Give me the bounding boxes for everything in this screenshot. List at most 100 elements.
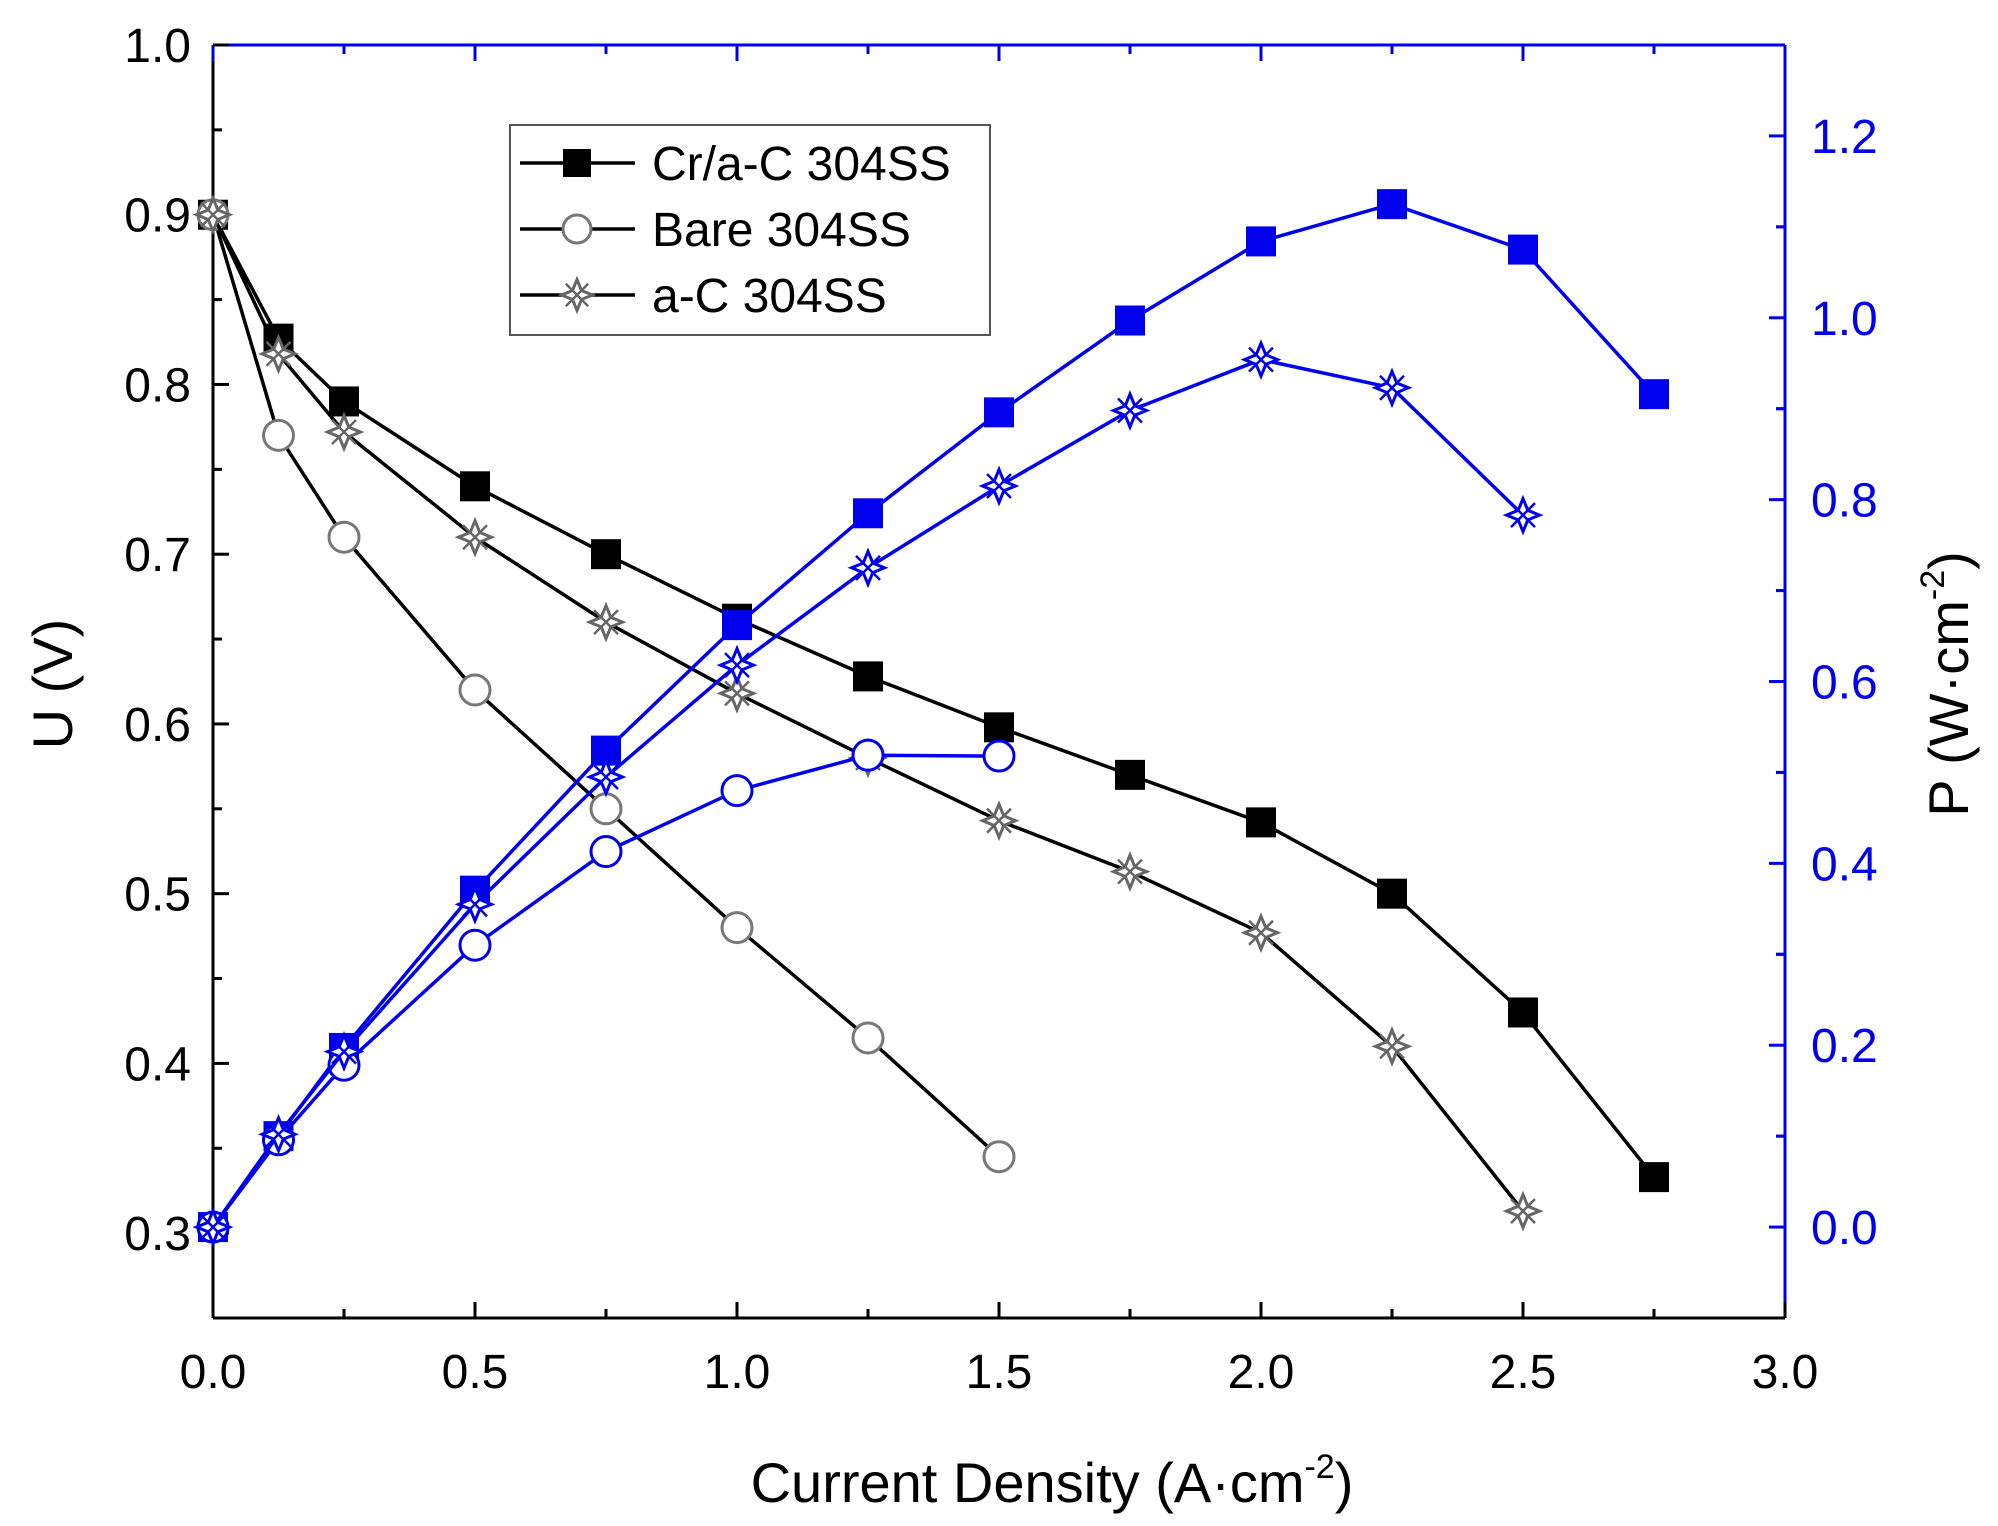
data-point-cr-a-c-304ss — [1377, 878, 1407, 909]
data-point-cr-a-c-304ss-power — [853, 498, 883, 529]
data-point-bare-304ss — [262, 418, 295, 452]
data-point-a-c-304ss-cross — [1248, 919, 1274, 946]
data-point-cr-a-c-304ss-power — [1377, 189, 1407, 220]
x-tick-label: 2.0 — [1228, 1346, 1295, 1399]
series-a-c-304ss — [192, 194, 1544, 1232]
data-point-cr-a-c-304ss — [460, 471, 490, 502]
y-left-tick-label: 1.0 — [124, 20, 191, 73]
series-line-cr-a-c-304ss-power — [211, 202, 1656, 1229]
y-left-tick-label: 0.7 — [124, 529, 191, 582]
data-point-a-c-304ss-power-cross — [724, 652, 750, 679]
data-point-a-c-304ss-power-cross — [986, 473, 1012, 499]
data-point-a-c-304ss-cross — [724, 680, 750, 707]
data-point-a-c-304ss-cross — [593, 609, 619, 635]
data-point-bare-304ss — [982, 1140, 1016, 1174]
y-right-axis-label-superscript: -2 — [1914, 570, 1952, 600]
data-point-bare-304ss — [589, 792, 623, 826]
axes-layer: 0.0 0.5 1.0 1.5 2.0 2.5 3.0 0.3 0.4 0.5 0.6 0.7 0.8 0… — [124, 20, 1877, 1399]
y-left-tick-label: 0.9 — [124, 190, 191, 243]
series-line-a-c-304ss — [211, 213, 1525, 1213]
data-point-cr-a-c-304ss — [1246, 807, 1276, 838]
data-point-a-c-304ss-cross — [1379, 1033, 1405, 1060]
y-right-tick-label: 0.2 — [1811, 1020, 1878, 1073]
data-point-a-c-304ss-power-cross — [855, 554, 881, 581]
data-point-a-c-304ss-power-cross — [1379, 374, 1405, 401]
y-left-tick-label: 0.3 — [124, 1208, 191, 1261]
data-point-cr-a-c-304ss — [1639, 1162, 1669, 1193]
data-point-a-c-304ss-power-cross — [200, 1214, 226, 1240]
y-right-tick-label: 0.4 — [1811, 838, 1878, 891]
legend-marker-cr-a-c-304ss — [563, 149, 591, 177]
data-point-cr-a-c-304ss-power — [1508, 234, 1538, 265]
data-point-cr-a-c-304ss-power — [1639, 379, 1669, 410]
x-tick-label: 3.0 — [1752, 1346, 1819, 1399]
x-tick-label: 0.0 — [180, 1346, 247, 1399]
y-right-axis-label-main: P (W·cm — [1917, 600, 1980, 817]
y-right-tick-label: 1.0 — [1811, 293, 1878, 346]
legend-label-a-c-304ss: a-C 304SS — [652, 270, 887, 323]
legend-label-cr-a-c-304ss: Cr/a-C 304SS — [652, 138, 951, 191]
data-point-a-c-304ss-cross — [331, 419, 357, 445]
y-right-axis-label-close: ) — [1917, 551, 1980, 570]
data-point-bare-304ss — [720, 911, 754, 945]
data-point-a-c-304ss-power-cross — [1510, 502, 1536, 528]
data-point-cr-a-c-304ss-power — [1115, 305, 1145, 336]
data-point-bare-304ss — [327, 520, 361, 554]
y-right-tick-label: 0.8 — [1811, 475, 1878, 528]
series-line-cr-a-c-304ss — [211, 213, 1656, 1179]
series-line-bare-304ss-power — [211, 753, 1000, 1229]
legend-label-bare-304ss: Bare 304SS — [652, 204, 911, 257]
x-tick-label: 0.5 — [442, 1346, 509, 1399]
data-point-a-c-304ss-power-cross — [331, 1038, 357, 1065]
x-tick-label: 2.5 — [1490, 1346, 1557, 1399]
x-axis-label-main: Current Density (A·cm — [751, 1451, 1305, 1514]
x-tick-label: 1.0 — [704, 1346, 771, 1399]
data-point-a-c-304ss-power-cross — [593, 764, 619, 790]
data-point-bare-304ss — [851, 1021, 885, 1055]
y-left-tick-label: 0.6 — [124, 699, 191, 752]
y-right-tick-label: 1.2 — [1811, 111, 1878, 164]
data-point-a-c-304ss-cross — [200, 201, 226, 228]
data-point-bare-304ss — [458, 673, 492, 707]
data-point-cr-a-c-304ss — [1115, 759, 1145, 790]
x-axis-label-superscript: -2 — [1304, 1448, 1334, 1486]
data-point-a-c-304ss-power-cross — [462, 891, 488, 918]
series-line-bare-304ss — [211, 214, 1001, 1159]
y-right-tick-label: 0.6 — [1811, 657, 1878, 710]
data-point-a-c-304ss-power-cross — [265, 1121, 292, 1148]
data-point-cr-a-c-304ss — [853, 661, 883, 692]
legend: Cr/a-C 304SS Bare 304SS a-C 304SS — [509, 124, 991, 336]
data-point-a-c-304ss-cross — [1117, 858, 1143, 885]
data-point-a-c-304ss-cross — [265, 341, 292, 367]
series-a-c-304ss-power — [192, 339, 1544, 1248]
y-left-tick-label: 0.5 — [124, 869, 191, 922]
data-point-cr-a-c-304ss-power — [1246, 226, 1276, 257]
series-cr-a-c-304ss — [198, 199, 1669, 1193]
series-bare-304ss — [196, 198, 1016, 1174]
y-left-tick-label: 0.4 — [124, 1038, 191, 1091]
data-point-bare-304ss-power — [982, 739, 1016, 773]
data-point-bare-304ss-power — [720, 774, 754, 808]
data-point-a-c-304ss-cross — [986, 807, 1012, 834]
data-point-bare-304ss-power — [851, 738, 885, 772]
data-point-cr-a-c-304ss — [984, 712, 1014, 743]
x-axis-label-close: ) — [1335, 1451, 1354, 1514]
series-layer — [192, 189, 1669, 1248]
data-point-bare-304ss-power — [589, 835, 623, 869]
series-line-a-c-304ss-power — [211, 357, 1525, 1229]
data-point-cr-a-c-304ss — [329, 386, 359, 417]
y-left-axis-label: U (V) — [21, 619, 84, 750]
series-cr-a-c-304ss-power — [198, 189, 1669, 1243]
x-axis-label: Current Density (A·cm-2) — [751, 1448, 1354, 1514]
data-point-a-c-304ss-power-cross — [1117, 397, 1143, 424]
data-point-cr-a-c-304ss — [1508, 997, 1538, 1028]
legend-marker-a-c-304ss-cross — [564, 282, 590, 308]
data-point-a-c-304ss-power-cross — [1248, 346, 1274, 373]
x-tick-label: 1.5 — [966, 1346, 1033, 1399]
data-point-cr-a-c-304ss-power — [984, 397, 1014, 428]
data-point-cr-a-c-304ss — [591, 539, 621, 570]
axis-labels: Current Density (A·cm-2) U (V) P (W·cm-2… — [21, 551, 1980, 1514]
y-right-tick-label: 0.0 — [1811, 1202, 1878, 1255]
data-point-cr-a-c-304ss-power — [722, 610, 752, 641]
data-point-a-c-304ss-cross — [1510, 1198, 1536, 1224]
